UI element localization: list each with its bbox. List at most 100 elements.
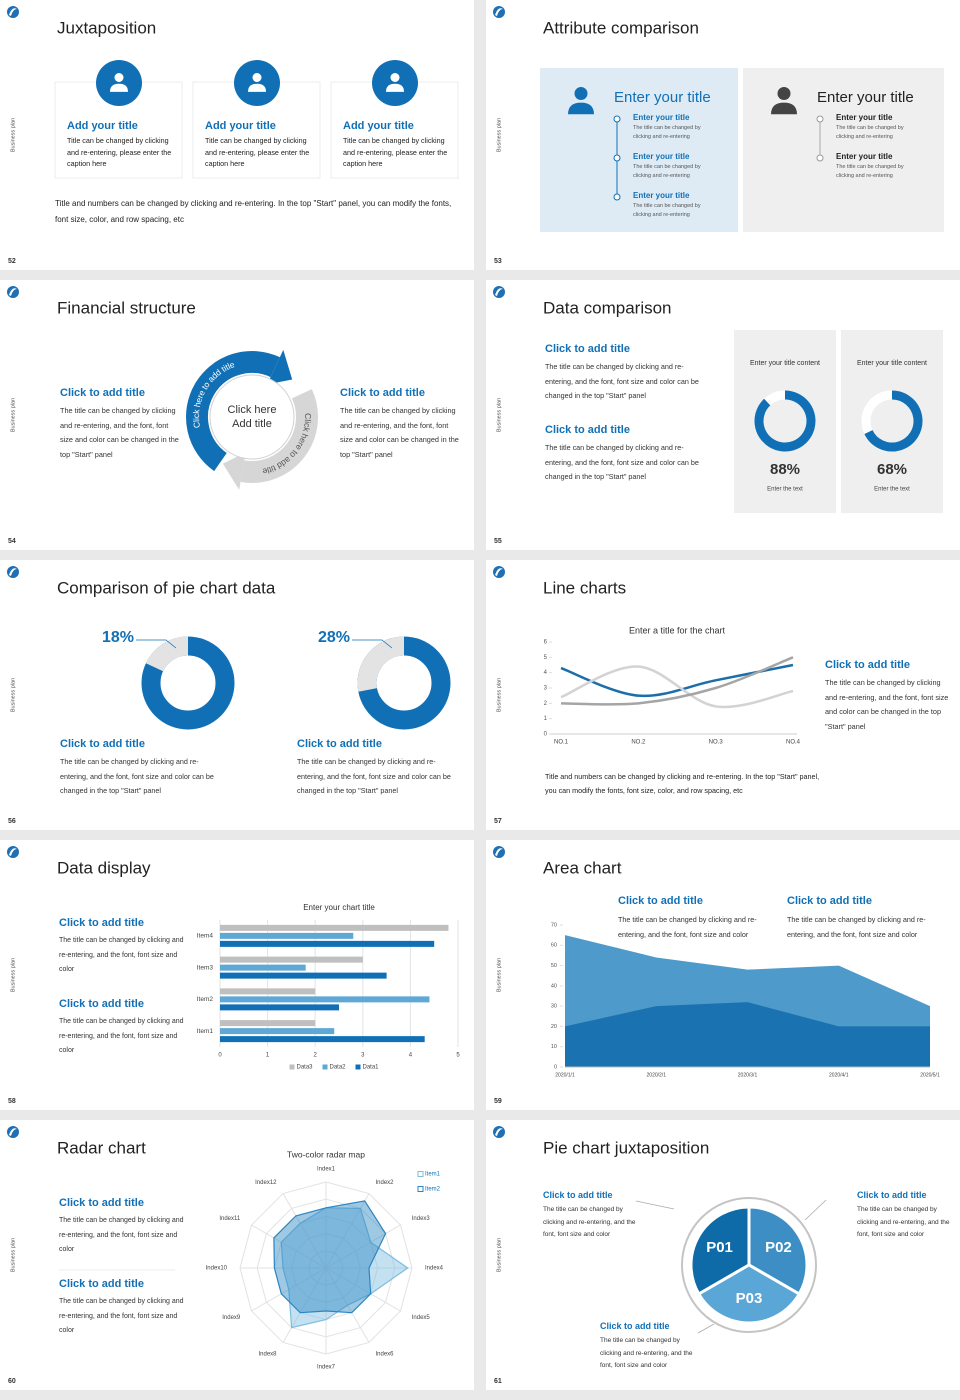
icon-circle [372, 60, 418, 106]
x-tick-label: 2020/4/1 [829, 1072, 849, 1078]
timeline-dot [613, 154, 621, 162]
logo [493, 6, 505, 18]
y-tick-label: 6 [544, 640, 548, 646]
bar [220, 988, 316, 995]
icon-head [252, 73, 262, 82]
block-title: Click to add title [825, 659, 910, 671]
slide-background [0, 1120, 474, 1390]
card-value: 88% [770, 461, 800, 478]
page-number: 55 [494, 538, 502, 545]
x-tick-label: 2 [314, 1053, 318, 1059]
legend-label: Data1 [363, 1065, 380, 1071]
page-number: 60 [8, 1378, 16, 1385]
segment-label: P02 [765, 1239, 792, 1256]
logo [493, 286, 505, 298]
card-value: 68% [877, 461, 907, 478]
icon-circle [96, 60, 142, 106]
item-text: The title can be changed by clicking and… [836, 164, 904, 179]
donut-value: 18% [102, 629, 134, 646]
donut-arc [864, 390, 923, 452]
logo-swoosh [495, 1128, 503, 1136]
legend-swatch [355, 1064, 361, 1070]
radar-series [273, 1200, 387, 1314]
x-tick-label: 3 [361, 1053, 365, 1059]
side-label: Business plan [10, 1238, 16, 1272]
slide-background [0, 560, 474, 830]
block-title: Click to add title [618, 895, 703, 907]
item-text: The title can be changed by clicking and… [633, 203, 701, 218]
block-text: The title can be changed by clicking and… [545, 362, 699, 400]
slide-title: Line charts [543, 578, 626, 597]
radar-axis-label: Index6 [376, 1351, 395, 1357]
outer-ring [681, 1197, 817, 1333]
block-text: The title can be changed by clicking and… [59, 1298, 184, 1334]
block-text: The title can be changed by clicking and… [543, 1206, 636, 1238]
page-number: 58 [8, 1098, 16, 1105]
logo [493, 566, 505, 578]
x-tick-label: NO.2 [631, 740, 646, 746]
page-number: 61 [494, 1378, 502, 1385]
legend-swatch [289, 1064, 295, 1070]
side-label: Business plan [10, 118, 16, 152]
y-tick-label: 20 [551, 1024, 557, 1030]
y-tick-label: 10 [551, 1044, 557, 1050]
segment-label: P01 [706, 1239, 733, 1256]
card-title: Add your title [67, 120, 138, 132]
page-number: 56 [8, 818, 16, 825]
pointer-line [635, 1200, 675, 1210]
logo [7, 1126, 19, 1138]
donut-value: 28% [318, 629, 350, 646]
radar-axis-label: Index7 [317, 1365, 336, 1371]
cycle-center [209, 374, 295, 460]
bar [220, 940, 435, 947]
block-text: The title can be changed by clicking and… [618, 915, 757, 939]
item-title: Enter your title [836, 152, 893, 161]
icon-body [110, 83, 128, 92]
x-tick-label: 1 [266, 1053, 270, 1059]
radar-axis-label: Index9 [222, 1315, 241, 1321]
item-text: The title can be changed by clicking and… [633, 125, 701, 140]
slide-title: Data display [57, 858, 151, 877]
radar-axis-label: Index3 [412, 1216, 431, 1222]
pointer-line [697, 1323, 715, 1334]
block-title: Click to add title [787, 895, 872, 907]
block-title: Click to add title [59, 1278, 144, 1290]
cycle-arc [186, 351, 280, 472]
radar-spoke [325, 1267, 401, 1312]
icon-body [386, 83, 404, 92]
page-number: 53 [494, 258, 502, 265]
icon-head [114, 73, 124, 82]
y-tick-label: Item3 [197, 964, 214, 971]
y-tick-label: 1 [544, 716, 548, 722]
side-label: Business plan [496, 118, 502, 152]
logo [493, 846, 505, 858]
slide-title: Radar chart [57, 1138, 146, 1157]
timeline-dot [613, 193, 621, 201]
page-number: 59 [494, 1098, 502, 1105]
block-title: Click to add title [297, 738, 382, 750]
footer: Title and numbers can be changed by clic… [55, 199, 452, 224]
block-title: Click to add title [545, 343, 630, 355]
chart-title: Two-color radar map [287, 1149, 365, 1159]
y-tick-label: Item2 [197, 996, 214, 1003]
leader-line [136, 639, 177, 649]
x-tick-label: 0 [218, 1053, 222, 1059]
logo [493, 1126, 505, 1138]
y-tick-label: 40 [551, 983, 557, 989]
segment-label: P03 [736, 1290, 763, 1307]
block-title: Click to add title [59, 917, 144, 929]
radar-spoke [282, 1267, 327, 1343]
icon-head [390, 73, 400, 82]
item-text: The title can be changed by clicking and… [633, 164, 701, 179]
x-tick-label: 2020/3/1 [738, 1072, 758, 1078]
x-tick-label: NO.3 [709, 740, 724, 746]
y-tick-label: 70 [551, 922, 557, 928]
logo-swoosh [9, 1128, 17, 1136]
slide-title: Financial structure [57, 298, 196, 317]
cycle-center-text: Click here [228, 404, 277, 416]
bar [220, 932, 354, 939]
y-tick-label: Item1 [197, 1028, 214, 1035]
item-text: The title can be changed by clicking and… [836, 125, 904, 140]
item-title: Enter your title [633, 152, 690, 161]
bar [220, 996, 430, 1003]
